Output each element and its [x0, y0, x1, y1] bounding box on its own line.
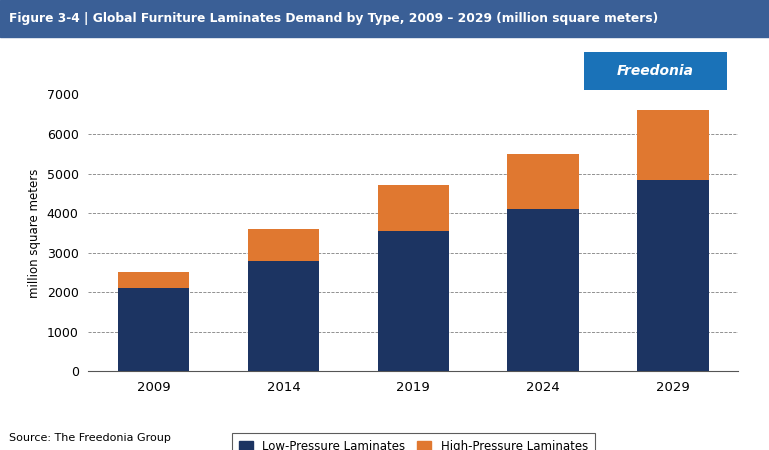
Text: Freedonia: Freedonia [617, 64, 694, 78]
Bar [118, 272, 189, 288]
Text: Source: The Freedonia Group: Source: The Freedonia Group [9, 433, 171, 443]
Bar [248, 261, 319, 371]
Bar [508, 154, 579, 209]
Y-axis label: million square meters: million square meters [28, 168, 42, 297]
Bar [638, 110, 709, 180]
Legend: Low-Pressure Laminates, High-Pressure Laminates: Low-Pressure Laminates, High-Pressure La… [231, 432, 595, 450]
Text: Figure 3-4 | Global Furniture Laminates Demand by Type, 2009 – 2029 (million squ: Figure 3-4 | Global Furniture Laminates … [9, 12, 658, 25]
Bar [118, 288, 189, 371]
Bar [638, 180, 709, 371]
Bar [378, 185, 449, 231]
Bar [248, 229, 319, 261]
Bar [508, 209, 579, 371]
Bar [378, 231, 449, 371]
